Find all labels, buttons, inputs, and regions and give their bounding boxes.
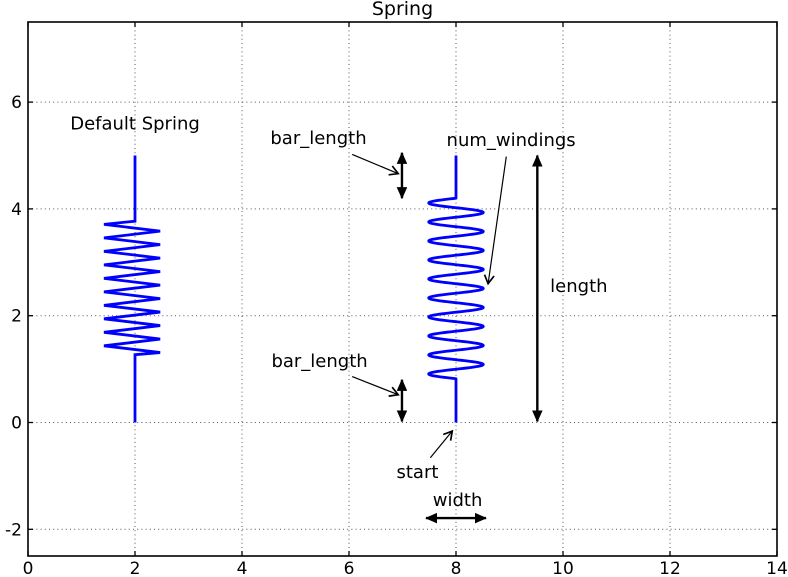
- annotation-width: width: [433, 490, 483, 511]
- y-tick-label: 0: [11, 414, 22, 434]
- x-tick-label: 12: [659, 559, 681, 577]
- y-tick-label: -2: [5, 520, 22, 540]
- y-tick-label: 2: [11, 307, 22, 327]
- arrow-bar-length-bottom-pointer: [351, 376, 400, 397]
- annotation-length: length: [550, 276, 607, 297]
- x-tick-label: 14: [766, 559, 788, 577]
- plot-title: Spring: [371, 0, 434, 20]
- arrow-num-windings-pointer: [483, 156, 507, 286]
- annotation-default-spring-label: Default Spring: [70, 113, 200, 134]
- y-tick-label: 4: [11, 200, 22, 220]
- x-tick-label: 10: [552, 559, 574, 577]
- annotation-num-windings: num_windings: [447, 130, 576, 151]
- x-tick-label: 4: [237, 559, 248, 577]
- annotation-start: start: [397, 462, 439, 483]
- axes-frame: [27, 21, 778, 557]
- annotated-spring-path: [427, 155, 485, 423]
- x-tick-label: 0: [23, 559, 34, 577]
- default-spring-path: [103, 155, 161, 423]
- x-tick-label: 6: [344, 559, 355, 577]
- arrow-bar-length-top-pointer: [351, 153, 400, 176]
- x-tick-label: 2: [130, 559, 141, 577]
- x-tick-label: 8: [451, 559, 462, 577]
- arrow-start-pointer: [429, 429, 454, 459]
- y-tick-label: 6: [11, 93, 22, 113]
- annotation-bar-length-top: bar_length: [270, 128, 366, 149]
- annotation-bar-length-bottom: bar_length: [271, 351, 367, 372]
